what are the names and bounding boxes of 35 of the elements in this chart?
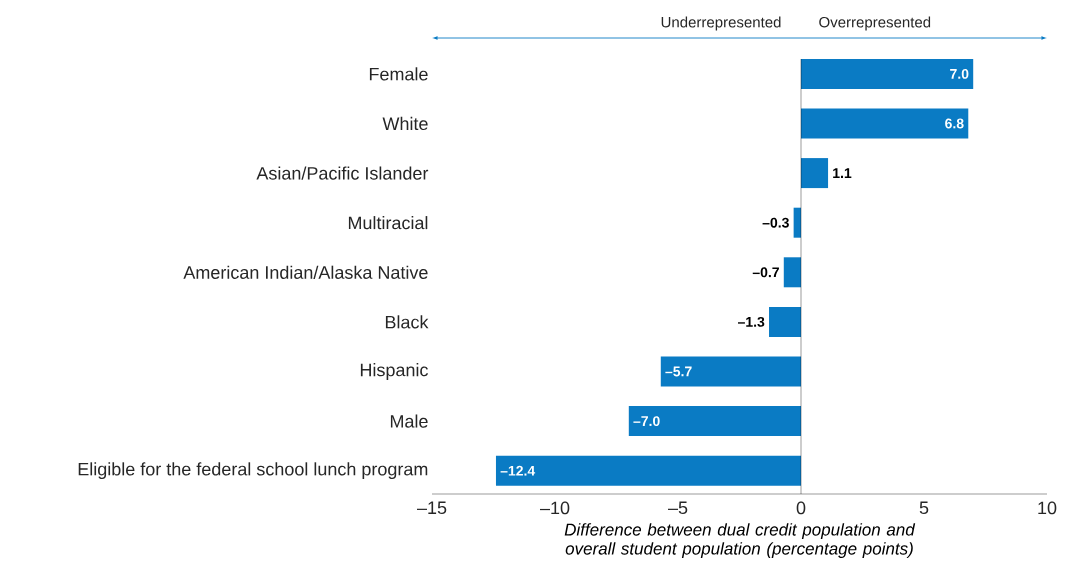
data-label: –0.7	[752, 267, 779, 278]
y-tick-label: Asian/Pacific Islander	[256, 166, 429, 180]
data-label: 6.8	[945, 118, 964, 129]
x-tick-label: 0	[796, 501, 806, 515]
data-label: –12.4	[500, 465, 536, 476]
data-label: –5.7	[665, 366, 692, 377]
data-label: –7.0	[633, 416, 660, 427]
text: Underrepresented	[661, 16, 781, 31]
y-tick-label: Male	[390, 414, 428, 428]
y-tick-label: Black	[385, 315, 429, 329]
bar	[769, 306, 801, 337]
x-axis-title: Difference between dual credit population and overall student population (percentage points)	[564, 523, 916, 558]
bar	[801, 108, 969, 139]
bar	[801, 58, 974, 89]
y-tick-label: Eligible for the federal school lunch program	[78, 462, 428, 480]
bar	[783, 257, 801, 288]
data-label: –1.3	[738, 316, 765, 327]
text: Overrepresented	[819, 16, 931, 31]
y-tick-label: Female	[369, 67, 428, 81]
bar	[660, 356, 801, 387]
y-tick-label: White	[382, 116, 428, 131]
bar	[801, 158, 829, 189]
y-tick-label: Multiracial	[348, 216, 428, 230]
data-label: 7.0	[950, 68, 969, 79]
bar	[628, 406, 801, 437]
x-tick-label: 10	[1038, 501, 1057, 515]
data-label: –0.3	[762, 217, 789, 228]
x-tick-label: 5	[919, 501, 929, 515]
y-tick-label: American Indian/Alaska Native	[183, 265, 428, 279]
data-label: 1.1	[833, 168, 852, 178]
x-tick-label: –5	[667, 501, 688, 515]
bar	[495, 455, 801, 486]
y-tick-label: Hispanic	[360, 363, 428, 380]
x-tick-label: –10	[539, 501, 570, 515]
x-tick-label: –15	[416, 501, 447, 515]
